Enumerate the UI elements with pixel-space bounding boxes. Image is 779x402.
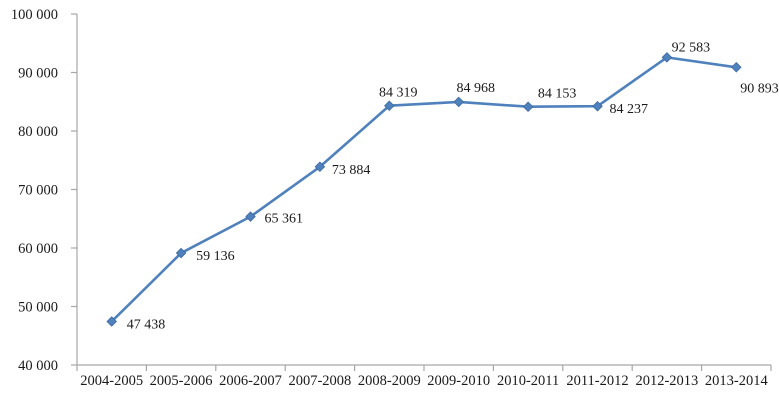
data-series-line bbox=[110, 56, 738, 323]
data-point-marker bbox=[314, 161, 326, 173]
data-point-marker bbox=[661, 52, 673, 63]
y-axis-label: 40 000 bbox=[18, 358, 58, 374]
data-point-label: 65 361 bbox=[265, 212, 304, 227]
y-axis-label: 70 000 bbox=[18, 183, 58, 199]
y-axis-label: 100 000 bbox=[11, 7, 58, 23]
data-point-marker bbox=[522, 101, 534, 112]
x-axis-label: 2005-2006 bbox=[150, 373, 213, 389]
data-point-label: 90 893 bbox=[740, 81, 779, 96]
data-point-label: 84 237 bbox=[610, 102, 649, 117]
y-axis-label: 60 000 bbox=[18, 241, 58, 257]
data-point-label: 59 136 bbox=[196, 249, 235, 264]
y-axis-label: 80 000 bbox=[18, 124, 58, 140]
y-axis-label: 50 000 bbox=[18, 300, 58, 316]
x-axis-label: 2011-2012 bbox=[566, 373, 628, 389]
x-axis-label: 2009-2010 bbox=[427, 373, 490, 389]
data-point-marker bbox=[245, 211, 256, 222]
data-point-label: 92 583 bbox=[672, 40, 711, 55]
x-axis-label: 2010-2011 bbox=[497, 373, 559, 389]
data-point-marker bbox=[731, 62, 742, 73]
data-point-label: 47 438 bbox=[127, 317, 166, 332]
x-axis-label: 2006-2007 bbox=[219, 373, 282, 389]
data-point-label: 84 153 bbox=[538, 87, 577, 102]
data-point-marker bbox=[453, 96, 464, 108]
data-point-marker bbox=[384, 100, 395, 111]
x-axis-label: 2012-2013 bbox=[635, 373, 698, 389]
data-point-marker bbox=[106, 316, 117, 327]
data-point-label: 84 319 bbox=[379, 86, 418, 101]
y-axis-label: 90 000 bbox=[18, 66, 58, 82]
x-axis-label: 2013-2014 bbox=[705, 373, 769, 389]
x-axis-label: 2007-2008 bbox=[288, 373, 351, 389]
data-point-label: 73 884 bbox=[332, 163, 371, 178]
data-point-marker bbox=[592, 100, 603, 112]
data-point-label: 84 968 bbox=[456, 81, 495, 96]
data-point-marker bbox=[175, 247, 187, 259]
x-axis-label: 2004-2005 bbox=[80, 373, 143, 389]
x-axis-label: 2008-2009 bbox=[358, 373, 421, 389]
